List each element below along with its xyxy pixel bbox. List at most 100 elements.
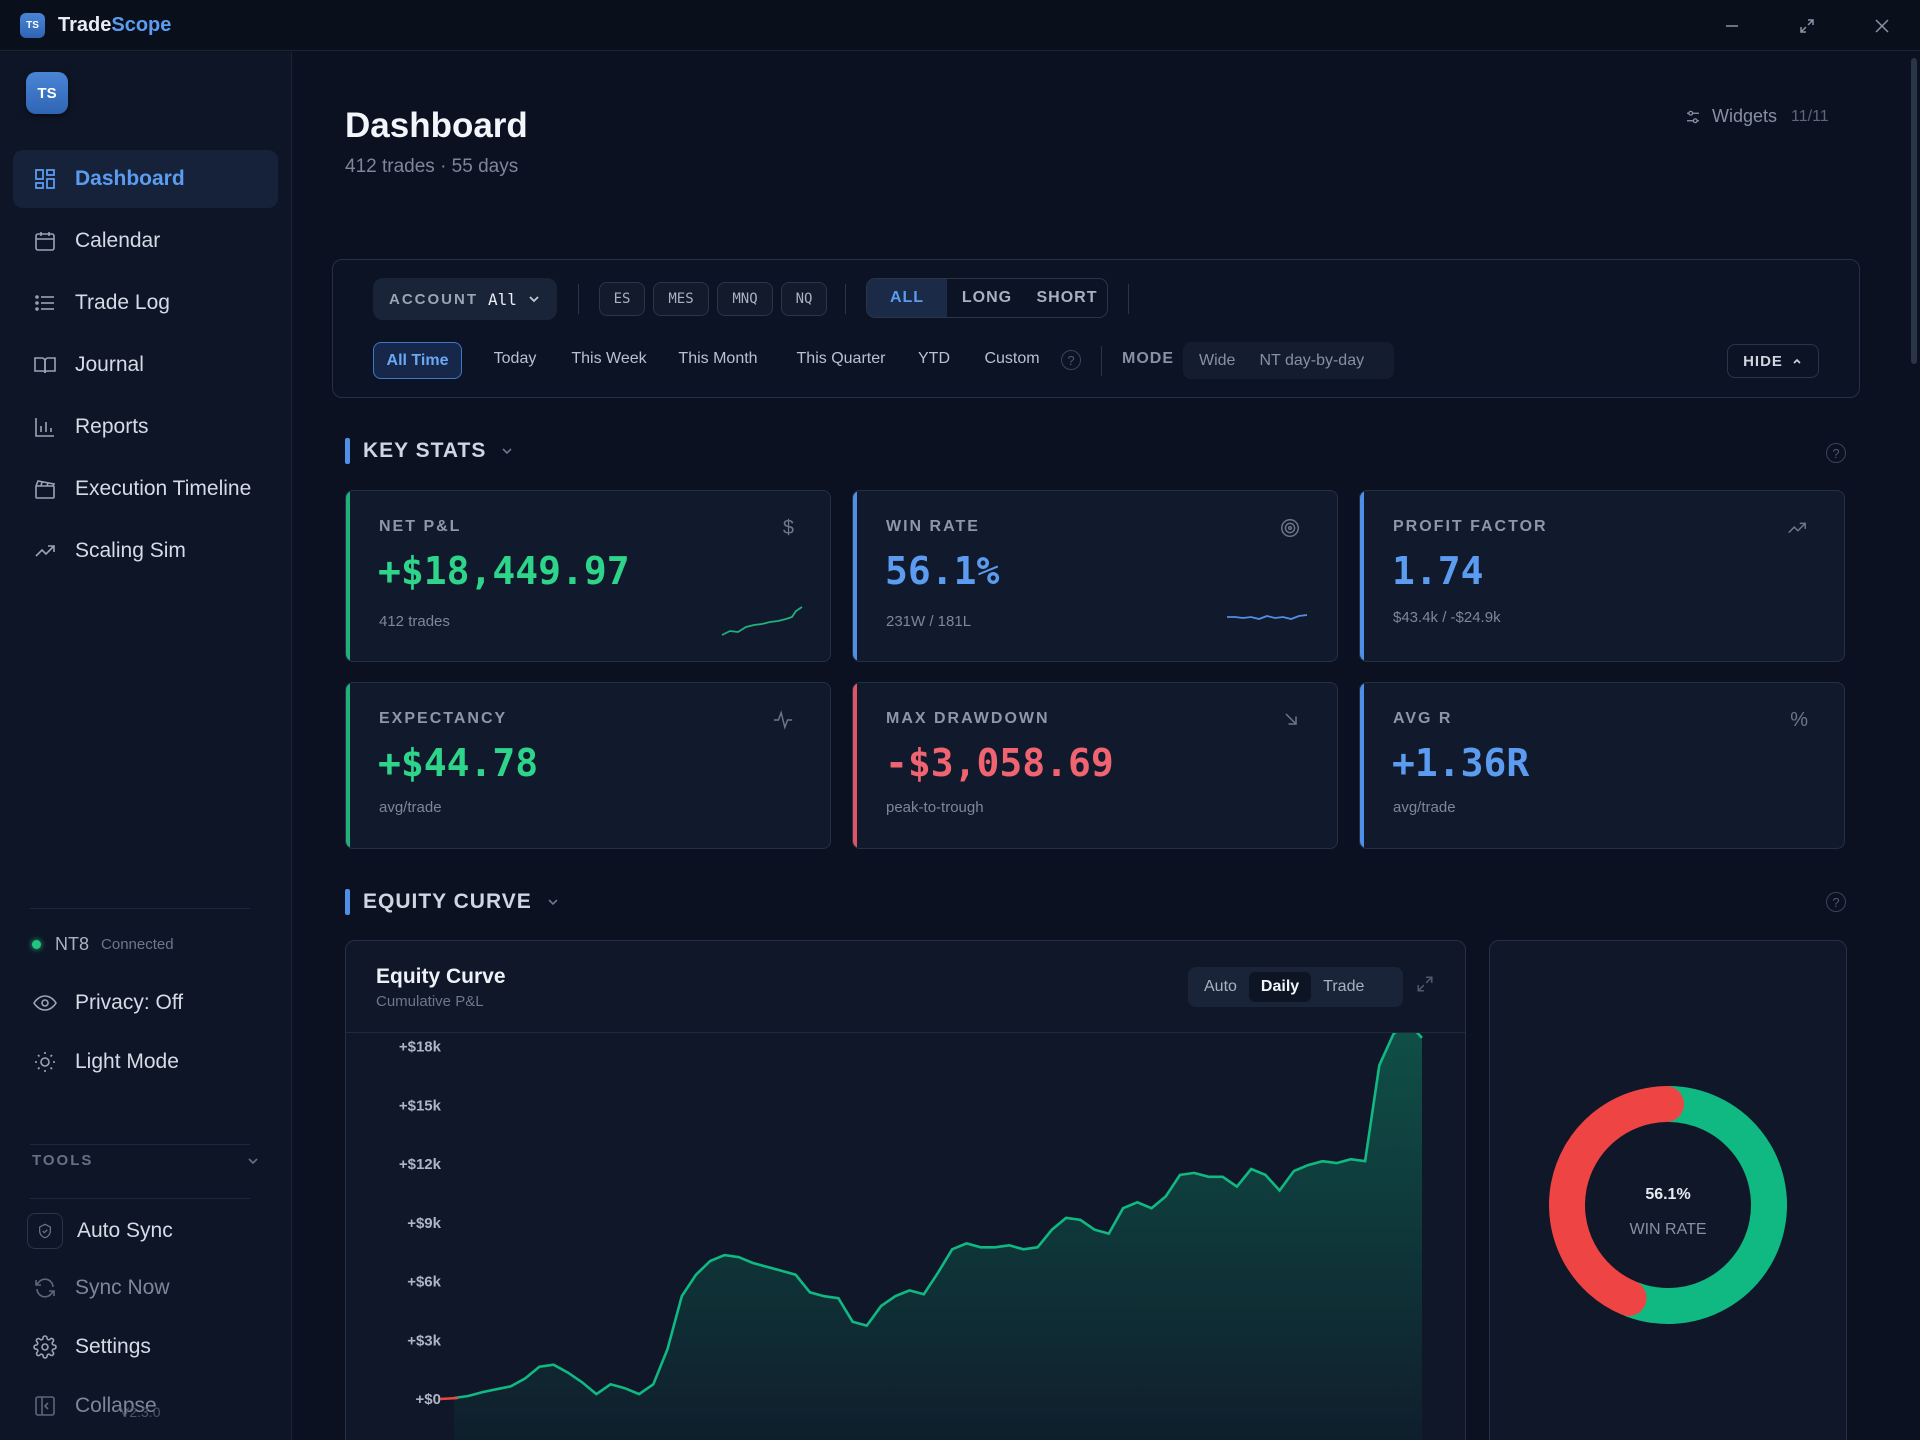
range-all-time[interactable]: All Time (373, 342, 462, 379)
symbol-chip-mes[interactable]: MES (653, 282, 709, 316)
app-logo: TS (20, 13, 45, 38)
sync-now-label: Sync Now (75, 1276, 170, 1299)
card-accent (346, 491, 350, 661)
hide-filters-button[interactable]: HIDE (1727, 344, 1819, 378)
stat-card-profit-factor: PROFIT FACTOR 1.74 $43.4k / -$24.9k (1359, 490, 1845, 662)
y-tick-label: +$9k (407, 1215, 441, 1232)
y-tick-label: +$0 (416, 1391, 441, 1408)
range-today[interactable]: Today (493, 350, 537, 367)
tools-toggle[interactable]: TOOLS (32, 1152, 260, 1169)
pulse-icon (773, 710, 793, 730)
privacy-toggle[interactable]: Privacy: Off (13, 974, 278, 1032)
direction-toggle: ALL LONG SHORT (866, 278, 1108, 318)
settings-button[interactable]: Settings (13, 1318, 278, 1376)
sun-icon (33, 1050, 57, 1074)
range-custom[interactable]: Custom (984, 350, 1040, 367)
status-dot (32, 940, 41, 949)
sidebar-item-label: Execution Timeline (75, 477, 252, 500)
account-select[interactable]: ACCOUNT All (373, 278, 557, 320)
help-icon[interactable]: ? (1826, 443, 1846, 463)
help-icon[interactable]: ? (1061, 350, 1081, 370)
donut-center-value: 56.1% (1645, 1186, 1690, 1203)
help-icon[interactable]: ? (1826, 892, 1846, 912)
toggle-daily[interactable]: Daily (1248, 972, 1312, 1002)
gear-icon (33, 1335, 57, 1359)
sidebar-item-journal[interactable]: Journal (13, 336, 278, 394)
sidebar-item-label: Trade Log (75, 291, 170, 314)
minimize-icon (1726, 25, 1738, 27)
arrow-down-right-icon (1285, 713, 1297, 725)
section-accent (345, 889, 350, 915)
symbol-chip-nq[interactable]: NQ (781, 282, 827, 316)
range-this-quarter[interactable]: This Quarter (796, 350, 886, 367)
close-button[interactable] (1868, 12, 1896, 40)
equity-chart: +$21k+$18k+$15k+$12k+$9k+$6k+$3k+$0 (399, 1033, 1423, 1440)
auto-sync-label: Auto Sync (77, 1219, 173, 1242)
negative-segment (439, 1396, 459, 1401)
collapse-label: Collapse (75, 1394, 157, 1417)
sidebar-item-dashboard[interactable]: Dashboard (13, 150, 278, 208)
connection-status: NT8 Connected (32, 934, 174, 955)
card-value: 56.1% (885, 549, 1000, 593)
stat-card-max-drawdown: MAX DRAWDOWN -$3,058.69 peak-to-trough (852, 682, 1338, 849)
range-this-week[interactable]: This Week (571, 350, 647, 367)
sidebar-item-scaling-sim[interactable]: Scaling Sim (13, 522, 278, 580)
sidebar-item-calendar[interactable]: Calendar (13, 212, 278, 270)
sidebar-logo[interactable]: TS (26, 72, 68, 114)
equity-line (453, 1033, 1423, 1400)
expand-icon[interactable] (1416, 975, 1434, 993)
sync-now-button[interactable]: Sync Now (13, 1259, 278, 1317)
light-mode-toggle[interactable]: Light Mode (13, 1033, 278, 1091)
key-stats-header[interactable]: KEY STATS (345, 438, 514, 464)
eye-icon (33, 991, 57, 1015)
percent-icon: % (1790, 709, 1808, 731)
mode-nt-day-by-day[interactable]: NT day-by-day (1259, 351, 1365, 369)
sidebar-item-reports[interactable]: Reports (13, 398, 278, 456)
section-title: KEY STATS (363, 439, 487, 462)
card-label: MAX DRAWDOWN (886, 710, 1050, 727)
app-name: TradeScope (58, 14, 172, 36)
collapse-button[interactable]: Collapse (13, 1377, 278, 1435)
scrollbar-thumb[interactable] (1911, 58, 1917, 364)
donut-center-label: WIN RATE (1629, 1221, 1706, 1238)
calendar-icon (33, 229, 57, 253)
clapper-icon (33, 477, 57, 501)
card-sub: 231W / 181L (886, 613, 972, 630)
range-ytd[interactable]: YTD (918, 350, 950, 367)
toggle-auto[interactable]: Auto (1204, 978, 1237, 995)
equity-curve-header[interactable]: EQUITY CURVE (345, 889, 560, 915)
light-mode-label: Light Mode (75, 1050, 179, 1073)
widgets-button[interactable]: Widgets 11/11 (1684, 106, 1829, 127)
symbol-chip-es[interactable]: ES (599, 282, 645, 316)
account-label: ACCOUNT (389, 290, 478, 308)
sidebar-item-label: Dashboard (75, 167, 185, 190)
mode-wide[interactable]: Wide (1199, 351, 1236, 369)
auto-sync-checkbox[interactable] (27, 1213, 63, 1249)
minimize-button[interactable] (1718, 12, 1746, 40)
main-scrollbar[interactable] (1908, 52, 1920, 1440)
direction-long[interactable]: LONG (961, 289, 1013, 306)
y-tick-label: +$6k (407, 1274, 441, 1291)
toggle-trade[interactable]: Trade (1323, 978, 1365, 995)
filter-bar: ACCOUNT All ES MES MNQ NQ ALL LONG SHORT… (332, 259, 1860, 398)
direction-short[interactable]: SHORT (1036, 289, 1098, 306)
dollar-icon: $ (782, 517, 794, 539)
sliders-icon (1687, 110, 1699, 123)
sidebar-item-trade-log[interactable]: Trade Log (13, 274, 278, 332)
widgets-count: 11/11 (1791, 107, 1829, 125)
range-this-month[interactable]: This Month (678, 350, 758, 367)
card-label: NET P&L (379, 518, 462, 535)
y-tick-label: +$12k (399, 1156, 442, 1173)
donut-slice-wins (1614, 1086, 1787, 1324)
chevron-down-icon (529, 296, 539, 303)
divider (578, 284, 579, 314)
sidebar-item-execution-timeline[interactable]: Execution Timeline (13, 460, 278, 518)
symbol-chip-mnq[interactable]: MNQ (717, 282, 773, 316)
section-title: EQUITY CURVE (363, 890, 532, 913)
auto-sync-toggle[interactable]: Auto Sync (13, 1202, 278, 1260)
title-bar: TS TradeScope (0, 0, 1920, 51)
card-sub: peak-to-trough (886, 799, 984, 816)
refresh-icon (33, 1276, 57, 1300)
maximize-button[interactable] (1793, 12, 1821, 40)
direction-all[interactable]: ALL (867, 279, 947, 317)
